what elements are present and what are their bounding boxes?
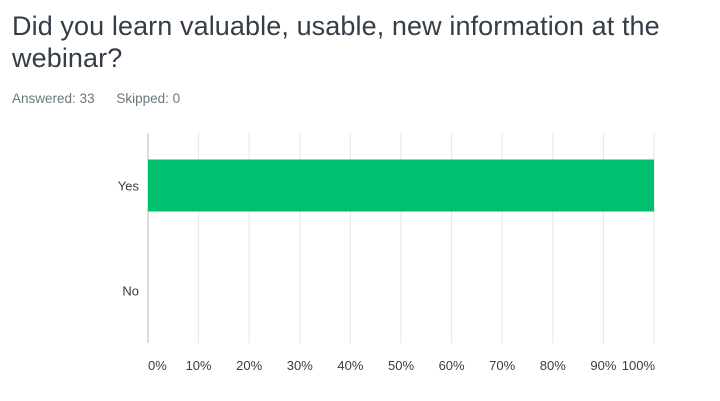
response-stats: Answered: 33 Skipped: 0 (12, 91, 198, 106)
x-tick-label: 30% (287, 358, 313, 373)
skipped-label: Skipped: (116, 91, 169, 106)
skipped-stat: Skipped: 0 (116, 91, 180, 106)
x-tick-labels: 0% 10% 20% 30% 40% 50% 60% 70% 80% 90% 100% (148, 358, 655, 373)
x-tick-label: 0% (148, 358, 167, 373)
x-tick-label: 60% (439, 358, 465, 373)
x-tick-label: 80% (540, 358, 566, 373)
answered-stat: Answered: 33 (12, 91, 98, 106)
category-label: Yes (118, 179, 140, 194)
answered-count: 33 (79, 91, 95, 106)
category-label: No (122, 284, 139, 299)
bars (148, 159, 654, 212)
x-tick-label: 90% (590, 358, 616, 373)
x-tick-label: 50% (388, 358, 414, 373)
x-tick-label: 20% (236, 358, 262, 373)
category-labels: Yes No (118, 179, 140, 299)
x-tick-label: 10% (186, 358, 212, 373)
question-title: Did you learn valuable, usable, new info… (12, 11, 660, 73)
answered-label: Answered: (12, 91, 76, 106)
x-tick-label: 70% (489, 358, 515, 373)
x-tick-label: 40% (337, 358, 363, 373)
bar-yes (148, 159, 654, 212)
skipped-count: 0 (172, 91, 181, 106)
x-tick-label: 100% (622, 358, 656, 373)
